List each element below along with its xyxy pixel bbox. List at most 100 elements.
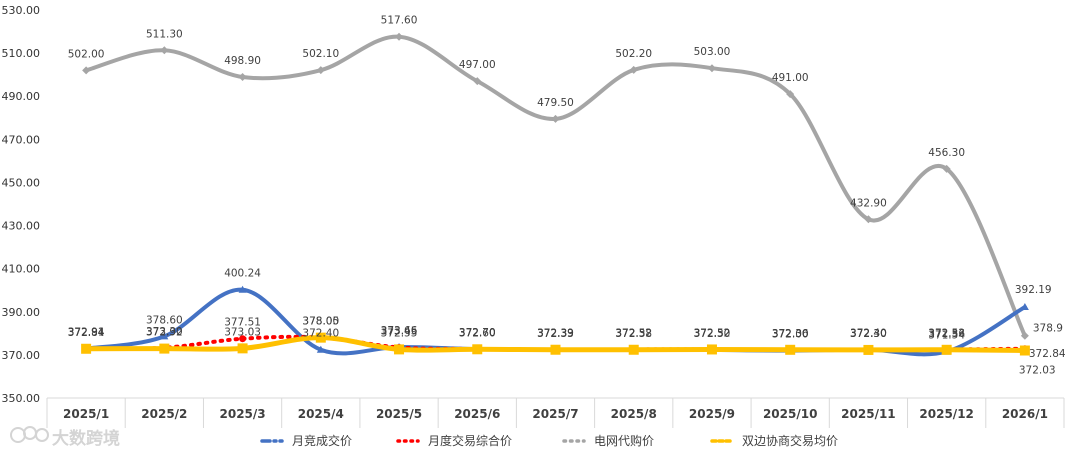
data-point — [394, 344, 405, 355]
data-point — [706, 344, 717, 355]
data-point — [942, 164, 951, 173]
data-point — [82, 66, 91, 75]
data-label: 378.60 — [146, 314, 183, 326]
legend-item: 双边协商交易均价 — [710, 433, 838, 448]
data-label: 372.52 — [694, 327, 731, 339]
data-label: 372.52 — [615, 327, 652, 339]
x-tick-label: 2025/10 — [763, 407, 817, 421]
legend-label: 月竞成交价 — [292, 433, 352, 448]
x-tick-label: 2025/4 — [298, 407, 344, 421]
data-label: 400.24 — [224, 268, 261, 280]
data-label: 491.00 — [772, 72, 809, 84]
y-tick-label: 470.00 — [2, 133, 41, 146]
data-label: 372.92 — [146, 327, 183, 339]
data-label: 372.30 — [850, 328, 887, 340]
watermark-logo-icon — [10, 426, 49, 443]
watermark: 大数跨境 — [10, 426, 120, 449]
data-label: 378.9 — [1033, 323, 1063, 335]
data-label: 372.36 — [772, 328, 809, 340]
data-label: 372.94 — [68, 327, 105, 339]
data-point — [550, 344, 561, 355]
data-label: 378.05 — [302, 316, 339, 328]
x-tick-label: 2025/5 — [376, 407, 422, 421]
x-axis: 2025/1 2025/2 2025/3 2025/4 2025/5 2025/6 2025… — [46, 397, 1065, 428]
y-tick-label: 510.00 — [2, 47, 41, 60]
data-label: 497.00 — [459, 59, 496, 71]
data-label: 372.30 — [694, 328, 731, 340]
data-label: 372.40 — [302, 328, 339, 340]
data-point — [316, 66, 325, 75]
data-label: 371.54 — [928, 330, 965, 342]
data-label: 373.03 — [224, 326, 261, 338]
data-point — [1020, 303, 1029, 311]
legend-item: 月度交易综合价 — [396, 433, 512, 448]
series-layer — [81, 32, 1030, 357]
y-tick-label: 450.00 — [2, 176, 41, 189]
data-point — [159, 343, 170, 354]
data-point — [941, 344, 952, 355]
x-tick-label: 2025/3 — [220, 407, 266, 421]
data-label: 373.30 — [146, 326, 183, 338]
data-label: 372.03 — [1019, 365, 1056, 377]
data-label: 372.52 — [694, 327, 731, 339]
data-point — [315, 332, 326, 343]
data-label: 372.91 — [68, 327, 105, 339]
data-label: 373.45 — [381, 325, 418, 337]
data-point — [551, 114, 560, 123]
x-tick-label: 2025/12 — [919, 407, 973, 421]
x-tick-label: 2025/9 — [689, 407, 735, 421]
data-point — [629, 65, 638, 74]
data-label: 372.33 — [537, 328, 574, 340]
data-label: 372.00 — [772, 329, 809, 341]
data-point — [472, 344, 483, 355]
data-point — [785, 344, 796, 355]
data-label: 498.90 — [224, 55, 261, 67]
x-tick-label: 2025/11 — [841, 407, 895, 421]
data-label: 432.90 — [850, 197, 887, 209]
data-label: 372.39 — [537, 328, 574, 340]
data-point — [316, 345, 325, 353]
y-tick-label: 490.00 — [2, 90, 41, 103]
data-label: 456.30 — [928, 147, 965, 159]
legend-item: 月竞成交价 — [260, 433, 352, 448]
x-tick-label: 2025/6 — [454, 407, 500, 421]
data-point — [160, 332, 169, 340]
series-line — [84, 34, 1027, 338]
data-label: 372.70 — [459, 327, 496, 339]
data-label: 372.30 — [850, 328, 887, 340]
data-label: 372.60 — [459, 327, 496, 339]
y-tick-label: 370.00 — [2, 349, 41, 362]
legend-label: 月度交易综合价 — [428, 433, 512, 448]
data-label: 511.30 — [146, 28, 183, 40]
legend-label: 电网代购价 — [594, 433, 654, 448]
x-tick-label: 2025/2 — [141, 407, 187, 421]
legend-item: 电网代购价 — [562, 433, 654, 448]
data-label: 392.19 — [1015, 284, 1052, 296]
data-label: 372.39 — [537, 328, 574, 340]
data-point — [160, 46, 169, 55]
x-tick-label: 2025/7 — [532, 407, 578, 421]
data-label: 517.60 — [381, 15, 418, 27]
x-tick-label: 2025/8 — [611, 407, 657, 421]
data-label: 502.10 — [302, 48, 339, 60]
y-axis: 350.00 370.00 390.00 410.00 430.00 450.00 470.… — [2, 4, 41, 405]
data-label: 502.00 — [68, 48, 105, 60]
data-label: 372.30 — [772, 328, 809, 340]
data-label: 502.20 — [615, 48, 652, 60]
data-point — [1019, 345, 1030, 356]
y-tick-label: 390.00 — [2, 306, 41, 319]
x-tick-label: 2026/1 — [1002, 407, 1048, 421]
data-point — [238, 73, 247, 82]
y-tick-label: 350.00 — [2, 392, 41, 405]
y-tick-label: 410.00 — [2, 263, 41, 276]
data-label: 372.70 — [459, 327, 496, 339]
watermark-text: 大数跨境 — [52, 428, 120, 449]
data-point — [395, 32, 404, 41]
data-point — [1020, 331, 1029, 340]
data-point — [473, 77, 482, 86]
data-point — [786, 90, 795, 99]
series-3 — [81, 332, 1030, 356]
data-label: 372.84 — [1029, 348, 1066, 360]
data-point — [863, 344, 874, 355]
